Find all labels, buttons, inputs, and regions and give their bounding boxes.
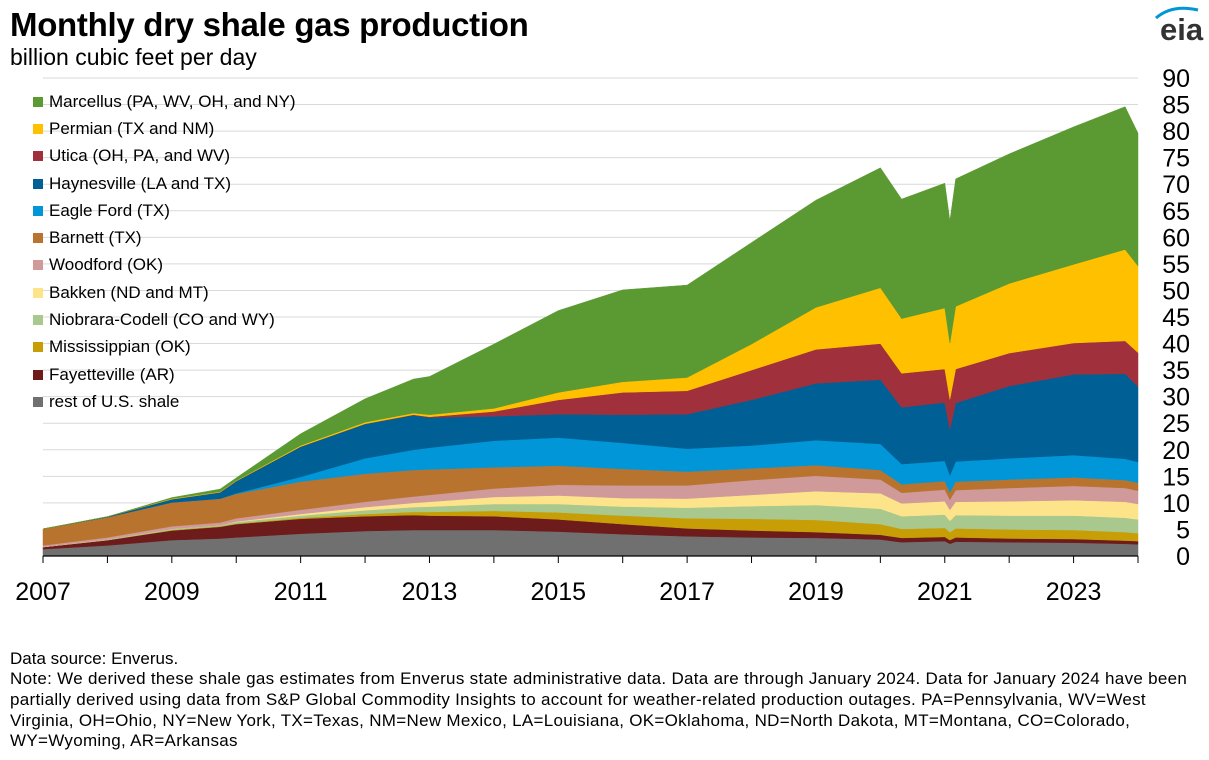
legend-swatch <box>33 233 43 244</box>
legend-label: Fayetteville (AR) <box>49 364 175 384</box>
legend-item: Marcellus (PA, WV, OH, and NY) <box>33 88 296 115</box>
legend-item: Haynesville (LA and TX) <box>33 170 296 197</box>
y-tick-label: 50 <box>1162 277 1190 305</box>
legend-item: Permian (TX and NM) <box>33 115 296 142</box>
legend-swatch <box>33 396 43 407</box>
y-tick-label: 10 <box>1162 490 1190 518</box>
legend-swatch <box>33 342 43 353</box>
y-tick-label: 55 <box>1162 251 1190 279</box>
y-tick-label: 35 <box>1162 357 1190 385</box>
legend-item: Eagle Ford (TX) <box>33 197 296 224</box>
y-tick-label: 65 <box>1162 198 1190 226</box>
legend-item: Bakken (ND and MT) <box>33 279 296 306</box>
y-tick-label: 85 <box>1162 92 1190 120</box>
legend-label: Permian (TX and NM) <box>49 118 215 138</box>
x-tick-label: 2023 <box>1046 578 1102 606</box>
legend-item: Fayetteville (AR) <box>33 361 296 388</box>
legend-swatch <box>33 96 43 107</box>
legend-swatch <box>33 287 43 298</box>
footnote: Note: We derived these shale gas estimat… <box>10 669 1188 751</box>
y-tick-label: 70 <box>1162 171 1190 199</box>
data-source-note: Data source: Enverus. <box>10 649 179 668</box>
y-tick-label: 25 <box>1162 410 1190 438</box>
x-axis: 2007 2009 2011 2013 2015 2017 2019 2021 2023 <box>15 555 1139 606</box>
chart-subtitle: billion cubic feet per day <box>10 44 257 70</box>
y-tick-label: 90 <box>1162 65 1190 93</box>
area-series-11 <box>42 106 1139 530</box>
legend-item: Barnett (TX) <box>33 224 296 251</box>
y-tick-label: 45 <box>1162 304 1190 332</box>
x-tick-label: 2019 <box>788 578 844 606</box>
legend-label: Utica (OH, PA, and WV) <box>49 146 231 166</box>
x-tick-label: 2021 <box>917 578 973 606</box>
y-tick-label: 15 <box>1162 463 1190 491</box>
legend-swatch <box>33 178 43 189</box>
x-tick-label: 2007 <box>15 578 71 606</box>
chart-title: Monthly dry shale gas production <box>10 6 529 43</box>
y-tick-label: 75 <box>1162 145 1190 173</box>
legend-item: Niobrara-Codell (CO and WY) <box>33 306 296 333</box>
stacked-areas <box>42 106 1139 557</box>
legend-label: rest of U.S. shale <box>49 391 180 411</box>
legend-item: Mississippian (OK) <box>33 334 296 361</box>
legend-swatch <box>33 315 43 326</box>
y-tick-label: 20 <box>1162 437 1190 465</box>
legend-swatch <box>33 260 43 271</box>
legend-label: Haynesville (LA and TX) <box>49 173 232 193</box>
legend-label: Niobrara-Codell (CO and WY) <box>49 310 275 330</box>
chart-area: 2007 2009 2011 2013 2015 2017 2019 2021 2023 051… <box>15 65 1190 606</box>
legend-label: Marcellus (PA, WV, OH, and NY) <box>49 91 296 111</box>
legend: Marcellus (PA, WV, OH, and NY) Permian (T… <box>33 88 296 416</box>
legend-label: Barnett (TX) <box>49 228 142 248</box>
y-tick-label: 80 <box>1162 118 1190 146</box>
y-tick-label: 40 <box>1162 331 1190 359</box>
legend-label: Bakken (ND and MT) <box>49 282 209 302</box>
eia-logo: eia <box>1160 12 1204 47</box>
legend-label: Mississippian (OK) <box>49 337 191 357</box>
legend-item: Utica (OH, PA, and WV) <box>33 143 296 170</box>
y-tick-label: 0 <box>1176 543 1190 571</box>
y-tick-label: 60 <box>1162 224 1190 252</box>
eia-logo-arc-icon <box>1155 6 1199 20</box>
x-tick-label: 2013 <box>402 578 458 606</box>
y-tick-label: 5 <box>1176 516 1190 544</box>
legend-item: Woodford (OK) <box>33 252 296 279</box>
legend-swatch <box>33 151 43 162</box>
legend-swatch <box>33 123 43 134</box>
x-tick-label: 2015 <box>530 578 586 606</box>
legend-item: rest of U.S. shale <box>33 388 296 415</box>
legend-swatch <box>33 205 43 216</box>
legend-label: Woodford (OK) <box>49 255 164 275</box>
x-tick-label: 2009 <box>144 578 200 606</box>
legend-label: Eagle Ford (TX) <box>49 200 170 220</box>
legend-swatch <box>33 369 43 380</box>
x-tick-label: 2011 <box>274 578 328 606</box>
x-tick-label: 2017 <box>659 578 715 606</box>
y-tick-label: 30 <box>1162 384 1190 412</box>
